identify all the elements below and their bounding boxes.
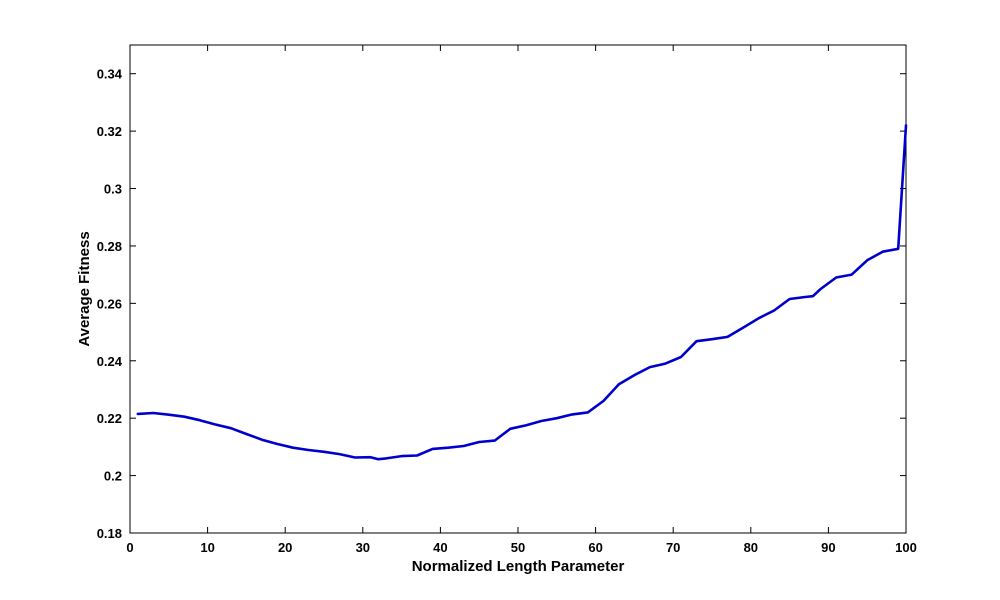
x-tick-label: 60 xyxy=(588,540,602,555)
series-line xyxy=(136,124,908,461)
y-axis-tick-labels: 0.18 0.2 0.22 0.24 0.26 0.28 0.3 0.32 0.34 xyxy=(97,67,123,541)
plot-frame xyxy=(129,44,907,534)
y-tick-label: 0.3 xyxy=(104,182,122,197)
y-tick-label: 0.18 xyxy=(97,526,122,541)
x-tick-label: 40 xyxy=(433,540,447,555)
y-tick-label: 0.34 xyxy=(97,67,123,82)
x-tick-label: 100 xyxy=(895,540,917,555)
y-axis-label: Average Fitness xyxy=(76,231,93,346)
y-tick-label: 0.2 xyxy=(104,469,122,484)
x-tick-label: 70 xyxy=(666,540,680,555)
series-layer xyxy=(136,124,908,461)
y-tick-label: 0.28 xyxy=(97,239,122,254)
x-tick-label: 30 xyxy=(356,540,370,555)
x-tick-label: 10 xyxy=(200,540,214,555)
x-tick-label: 0 xyxy=(126,540,133,555)
x-tick-label: 20 xyxy=(278,540,292,555)
x-axis-tick-labels: 0 10 20 30 40 50 60 70 80 90 100 xyxy=(126,540,916,555)
y-tick-label: 0.24 xyxy=(97,354,123,369)
y-tick-label: 0.26 xyxy=(97,296,122,311)
x-tick-label: 90 xyxy=(821,540,835,555)
x-tick-label: 50 xyxy=(511,540,525,555)
y-tick-label: 0.22 xyxy=(97,411,122,426)
x-axis-label: Normalized Length Parameter xyxy=(412,558,625,575)
x-tick-label: 80 xyxy=(744,540,758,555)
y-tick-label: 0.32 xyxy=(97,124,122,139)
